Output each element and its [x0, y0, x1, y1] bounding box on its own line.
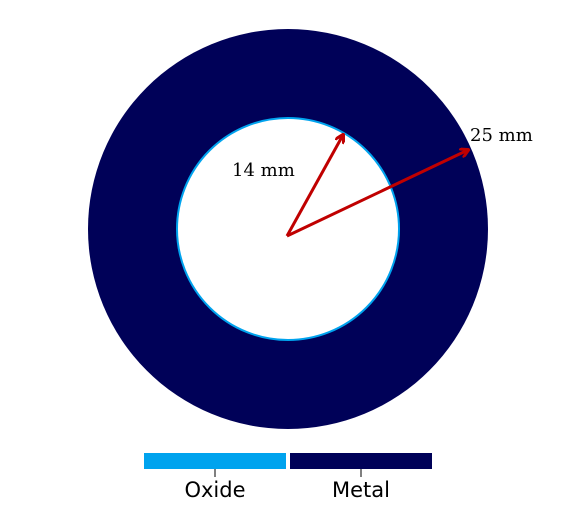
inner-radius-label: 14 mm — [232, 160, 295, 181]
legend-swatch-oxide — [144, 453, 286, 469]
outer-radius-label: 25 mm — [470, 125, 533, 146]
legend-label-oxide: Oxide — [184, 478, 245, 502]
legend-swatch-metal — [290, 453, 432, 469]
legend: Oxide Metal — [144, 453, 432, 502]
legend-label-metal: Metal — [332, 478, 390, 502]
outer-radius-arrow — [286, 150, 468, 238]
inner-hole — [176, 117, 400, 341]
inner-radius-arrow — [285, 135, 343, 237]
